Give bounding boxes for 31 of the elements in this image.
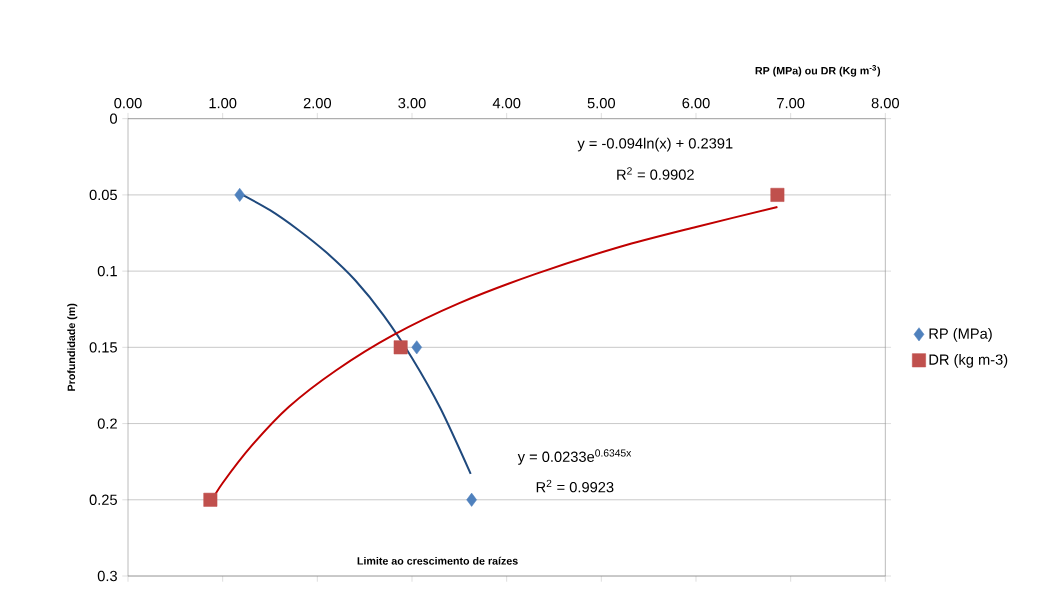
legend-label: DR (kg m-3): [929, 354, 1008, 368]
annotation: Limite ao crescimento de raízes: [357, 556, 518, 565]
point: [234, 187, 245, 202]
point: [203, 492, 218, 507]
x-tick-label: 3.00: [398, 97, 426, 109]
y-tick-label: 0.2: [97, 418, 117, 429]
x-axis-title: RP (MPa) ou DR (Kg m$^{-3}$): [755, 65, 881, 77]
annotation: R$^{2}$ = 0.9902: [617, 167, 694, 180]
y-tick-label: 0.05: [89, 189, 117, 201]
point: [411, 340, 423, 355]
x-tick-label: 5.00: [587, 97, 616, 109]
legend-label: RP (MPa): [929, 328, 992, 342]
y-tick-label: 0.3: [97, 570, 117, 582]
y-tick-label: 0.1: [97, 265, 117, 277]
x-tick-label: 1.00: [209, 97, 237, 109]
y-tick-label: 0.25: [89, 494, 117, 505]
x-tick-label: 7.00: [777, 97, 805, 109]
point: [770, 187, 785, 202]
x-tick-label: 6.00: [682, 97, 710, 109]
x-tick-label: 0.00: [114, 97, 142, 109]
annotation: R$^{2}$ = 0.9923: [536, 479, 614, 493]
x-tick-label: 4.00: [492, 97, 521, 109]
y-tick-label: 0: [110, 113, 118, 124]
x-tick-label: 8.00: [871, 97, 900, 109]
point: [466, 492, 477, 507]
y-tick-label: 0.15: [89, 342, 117, 353]
y-axis-title: Profundidade (m): [67, 303, 78, 391]
point: [393, 340, 408, 355]
annotation: y = 0.0233e$^{0.6345x}$: [517, 449, 632, 465]
x-tick-label: 2.00: [303, 97, 332, 109]
annotation: y = -0.094ln(x) + 0.2391: [577, 137, 733, 152]
